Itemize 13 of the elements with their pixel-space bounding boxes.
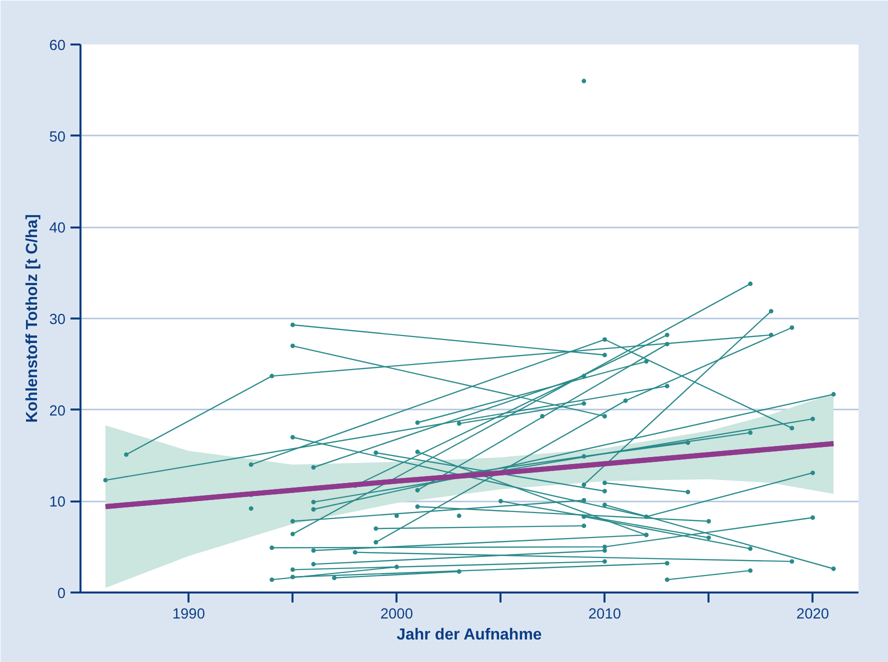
x-tick-label: 2000 <box>380 606 413 622</box>
y-tick-label: 10 <box>49 494 66 511</box>
y-tick-label: 0 <box>57 586 66 602</box>
y-tick-label: 40 <box>49 220 66 237</box>
y-axis-title: Kohlenstoff Totholz [t C/ha] <box>24 214 42 423</box>
x-axis-title: Jahr der Aufnahme <box>396 626 542 644</box>
x-tick-label: 1990 <box>172 606 205 622</box>
x-tick-label: 2020 <box>796 606 830 622</box>
x-tick-label: 2010 <box>588 606 622 622</box>
y-tick-label: 60 <box>49 38 66 54</box>
y-tick-label: 30 <box>49 312 66 328</box>
y-tick-label: 20 <box>49 403 66 420</box>
y-tick-label: 50 <box>49 129 66 146</box>
